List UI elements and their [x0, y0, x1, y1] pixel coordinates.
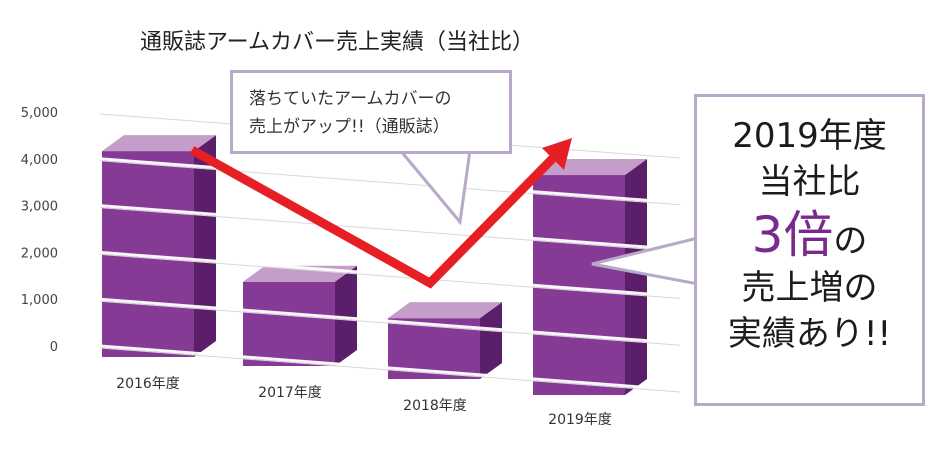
gridline-shadow	[99, 207, 681, 253]
gridline-shadow	[99, 300, 681, 346]
callout-line-sales-increase: 売上増の	[741, 268, 878, 308]
chart-title: 通販誌アームカバー売上実績（当社比）	[140, 30, 535, 55]
callout-line-year: 2019年度	[732, 116, 887, 156]
x-tick-label: 2016年度	[116, 376, 180, 392]
gridline	[99, 250, 681, 298]
bar-side	[335, 265, 357, 366]
callout-multiplier-suffix: の	[833, 221, 868, 261]
gridline	[99, 204, 681, 252]
callout-line-compare: 当社比	[758, 162, 861, 202]
trend-arrow-line	[189, 146, 564, 289]
bar-front	[243, 281, 335, 366]
callout-three-times: 2019年度 当社比 3倍の 売上増の 実績あり!!	[694, 94, 925, 406]
gridline-shadow	[99, 253, 681, 299]
callout-sales-up: 落ちていたアームカバーの 売上がアップ!!（通販誌）	[230, 70, 512, 154]
gridline-shadow	[99, 160, 681, 206]
bar-2018年度	[388, 302, 502, 379]
x-tick-label: 2017年度	[258, 385, 322, 401]
x-tick-label: 2018年度	[403, 398, 467, 414]
callout-line-results: 実績あり!!	[727, 314, 892, 354]
callout-sales-up-text: 落ちていたアームカバーの 売上がアップ!!（通販誌）	[249, 85, 451, 141]
callout-multiplier: 3倍	[751, 206, 834, 264]
bar-side	[625, 159, 647, 395]
gridline-shadow	[99, 347, 681, 393]
callout-line-multiplier: 3倍の	[697, 205, 922, 265]
y-tick-label: 2,000	[21, 246, 58, 261]
bar-side	[480, 302, 502, 379]
bar-2017年度	[243, 265, 357, 366]
bar-side	[194, 135, 216, 357]
trend-arrow-head	[542, 138, 572, 170]
y-tick-label: 0	[50, 340, 58, 355]
y-tick-label: 5,000	[21, 106, 58, 121]
callout-three-times-text: 2019年度 当社比 3倍の 売上増の 実績あり!!	[697, 113, 922, 357]
y-tick-label: 1,000	[21, 293, 58, 308]
callout-sales-up-line-1: 落ちていたアームカバーの	[249, 89, 452, 109]
y-tick-label: 3,000	[21, 200, 58, 215]
gridline	[99, 157, 681, 205]
bar-2016年度	[102, 135, 216, 357]
bar-top	[102, 135, 216, 152]
y-tick-label: 4,000	[21, 153, 58, 168]
gridline	[99, 297, 681, 345]
bar-top	[388, 302, 502, 319]
gridline	[99, 344, 681, 392]
callout-sales-up-line-2: 売上がアップ!!（通販誌）	[249, 117, 450, 137]
callout-left-tail	[396, 148, 472, 226]
x-tick-label: 2019年度	[548, 412, 612, 428]
